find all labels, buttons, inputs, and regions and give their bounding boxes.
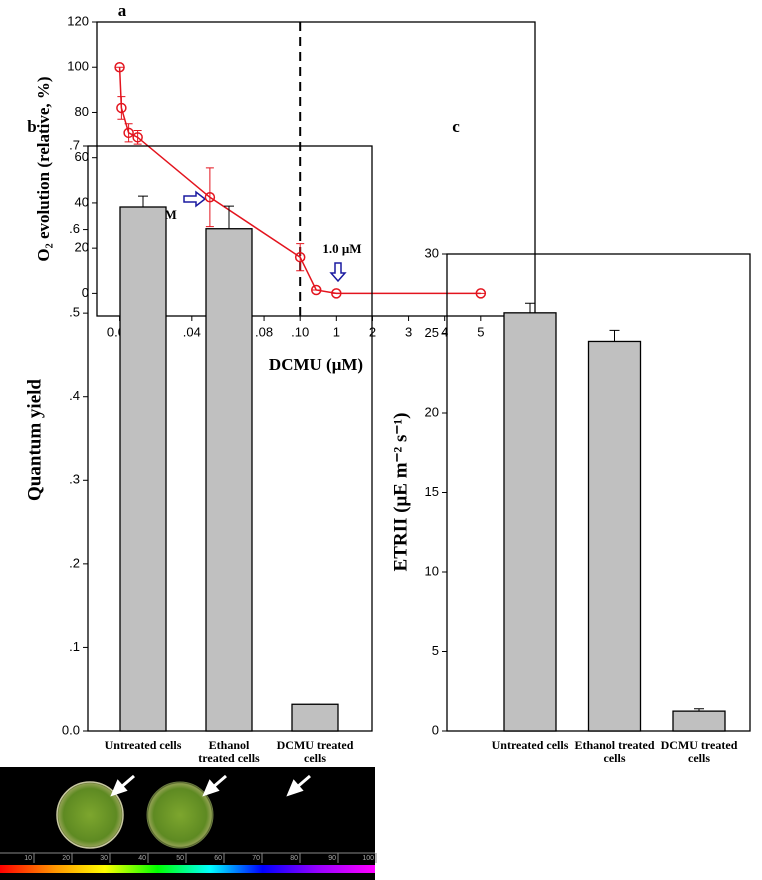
x-tick-label: Ethanol treated cells: [574, 738, 655, 765]
error-bar: [224, 205, 234, 229]
plot-frame: [96, 21, 536, 317]
colorbar-tick-label: 70: [252, 855, 260, 862]
bar: [503, 312, 557, 732]
y-tick-label: 40: [75, 194, 89, 209]
annotation-arrow: [329, 262, 347, 283]
y-axis-label: Quantum yield: [24, 379, 45, 501]
colorbar-tick-label: 90: [328, 855, 336, 862]
colorbar-tick-label: 40: [138, 855, 146, 862]
annotation-arrow: [183, 190, 207, 208]
panel-letter: b: [27, 117, 36, 136]
x-tick-label: Ethanol treated cells: [198, 738, 260, 765]
x-tick-label: Untreated cells: [491, 738, 569, 752]
y-tick-label: .5: [69, 305, 80, 320]
y-axis-label: O₂ evolution (relative, %): [34, 76, 53, 261]
error-bar: [117, 96, 126, 120]
colorbar-tick-label: 100: [362, 855, 374, 862]
colorbar-tick-label: 50: [176, 855, 184, 862]
well: [56, 781, 124, 849]
y-tick-label: 15: [425, 484, 439, 499]
arrows: [110, 774, 311, 797]
data-point: [123, 127, 134, 139]
error-bar: [205, 167, 214, 228]
y-tick-label: 25: [425, 325, 439, 340]
y-tick-label: 20: [75, 240, 89, 255]
x-tick-label: 3: [405, 324, 412, 339]
y-tick-label: 0.0: [62, 722, 80, 737]
data-point: [132, 132, 143, 143]
fluorescence-image: 10 20 30 40 50 60 70 80 90 100: [0, 767, 377, 880]
y-tick-label: 60: [75, 149, 89, 164]
y-tick-label: 80: [75, 104, 89, 119]
y-tick-label: .6: [69, 221, 80, 236]
colorbar: [0, 865, 375, 873]
error-bar: [296, 243, 305, 272]
data-point: [331, 288, 342, 299]
colorbar-tick-label: 20: [62, 855, 70, 862]
annotation: 1.0 μM: [322, 241, 361, 256]
data-point: [294, 251, 306, 263]
bar: [587, 340, 642, 732]
x-tick-label: 4: [441, 324, 448, 339]
bar: [672, 710, 726, 732]
colorbar-tick-label: 80: [290, 855, 298, 862]
error-bar: [138, 195, 148, 208]
y-tick-label: 0: [432, 722, 439, 737]
x-tick-label: DCMU treated cells: [276, 738, 354, 765]
data-point: [204, 192, 216, 203]
panel-letter: c: [452, 117, 460, 136]
x-tick-label: DCMU treated cells: [660, 738, 738, 765]
y-tick-label: .7: [69, 137, 80, 152]
error-bar: [609, 329, 620, 342]
data-point: [114, 61, 125, 73]
y-tick-label: 0: [82, 285, 89, 300]
y-tick-label: 20: [425, 404, 439, 419]
x-tick-label: 5: [477, 324, 484, 339]
data-point: [311, 284, 322, 296]
panel-letter: a: [118, 1, 127, 20]
x-tick-label: 1: [333, 324, 340, 339]
x-tick-label: .04: [183, 324, 201, 339]
data-point: [116, 102, 127, 114]
x-tick-label: .08: [255, 324, 273, 339]
y-tick-label: 120: [67, 13, 89, 28]
bar: [205, 228, 253, 732]
y-tick-label: .4: [69, 388, 80, 403]
well: [146, 781, 214, 849]
data-point: [475, 288, 487, 299]
x-tick-label: .10: [291, 324, 309, 339]
y-tick-label: 100: [67, 59, 89, 74]
error-bar: [525, 302, 535, 313]
bar: [291, 703, 339, 732]
y-axis-label: ETRII (μE m⁻² s⁻¹): [390, 413, 411, 572]
x-tick-label: Untreated cells: [104, 738, 182, 752]
x-axis-label: DCMU (μM): [269, 355, 363, 374]
y-tick-label: .1: [69, 639, 80, 654]
colorbar-tick-label: 30: [100, 855, 108, 862]
bar: [119, 206, 167, 732]
colorbar-tick-label: 10: [24, 855, 32, 862]
colorbar-tick-label: 60: [214, 855, 222, 862]
y-tick-label: 30: [425, 245, 439, 260]
y-tick-label: 5: [432, 643, 439, 658]
colorbar-ticks: 10 20 30 40 50 60 70 80 90 100: [24, 853, 377, 863]
error-bar: [124, 123, 133, 143]
y-tick-label: 10: [425, 563, 439, 578]
y-tick-label: .2: [69, 555, 80, 570]
y-tick-label: .3: [69, 472, 80, 487]
